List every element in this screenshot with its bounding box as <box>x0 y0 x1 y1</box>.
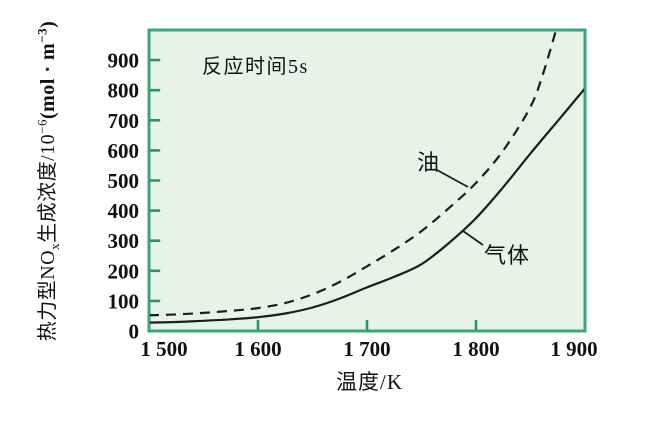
y-tick-label: 800 <box>108 79 140 103</box>
y-axis-title-exponent: −6 <box>34 119 50 134</box>
y-axis-title-text: 生成浓度/10 <box>37 133 59 243</box>
x-tick-label: 1 900 <box>550 337 597 361</box>
y-axis-unit-text: ) <box>37 20 59 28</box>
annotation-reaction-time: 反应时间5s <box>202 56 309 78</box>
x-tick-label: 1 700 <box>343 337 390 361</box>
y-axis-title-text: 热力型NO <box>37 249 59 342</box>
x-tick-label: 1 500 <box>140 337 187 361</box>
y-tick-label: 500 <box>108 169 140 193</box>
y-tick-label: 600 <box>108 139 140 163</box>
y-tick-label: 0 <box>129 320 140 344</box>
leader-line-oil <box>436 169 469 188</box>
x-axis-title: 温度/K <box>336 370 403 394</box>
y-tick-label: 300 <box>108 229 140 253</box>
y-axis-title: 热力型NOx生成浓度/10−6(mol · m−3) <box>31 21 63 342</box>
y-tick-label: 700 <box>108 109 140 133</box>
x-tick-label: 1 800 <box>452 337 499 361</box>
series-label-oil: 油 <box>417 150 440 175</box>
y-axis-title-subscript: x <box>47 242 62 250</box>
x-tick-label: 1 600 <box>234 337 281 361</box>
series-label-gas: 气体 <box>484 243 531 268</box>
y-tick-label: 200 <box>108 259 140 283</box>
curve-oil <box>150 26 559 317</box>
y-axis-unit-exponent: −3 <box>34 27 50 43</box>
leader-line-gas <box>462 230 484 246</box>
curve-gas <box>150 87 584 324</box>
y-tick-label: 100 <box>108 289 140 313</box>
y-tick-label: 400 <box>108 199 140 223</box>
y-tick-label: 900 <box>108 49 140 73</box>
y-axis-unit-text: (mol · m <box>37 42 59 120</box>
